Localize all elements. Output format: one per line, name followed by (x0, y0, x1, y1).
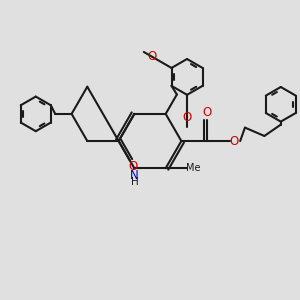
Text: O: O (128, 160, 138, 172)
Text: O: O (182, 111, 192, 124)
Text: O: O (147, 50, 157, 63)
Text: O: O (230, 134, 239, 148)
Text: N: N (130, 169, 139, 182)
Text: Me: Me (186, 163, 200, 173)
Text: O: O (202, 106, 212, 119)
Text: H: H (131, 177, 139, 187)
